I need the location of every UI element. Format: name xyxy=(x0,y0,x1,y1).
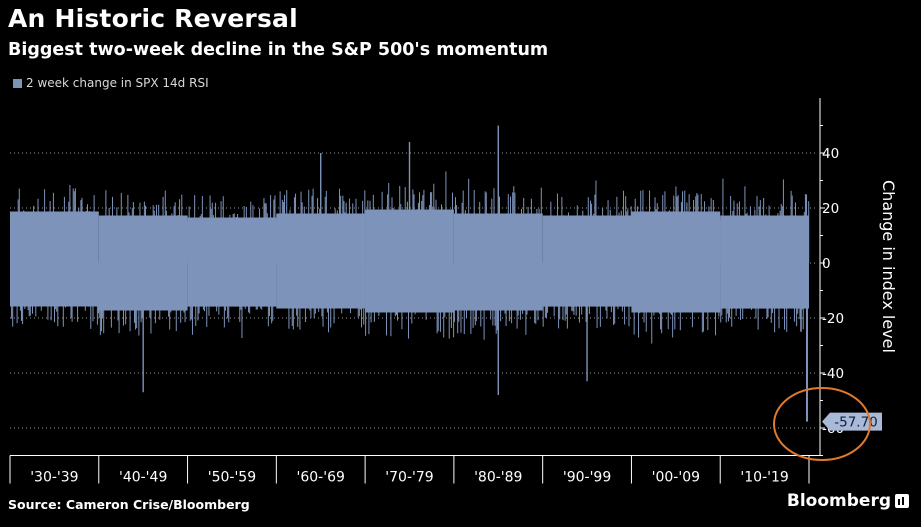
legend: 2 week change in SPX 14d RSI xyxy=(13,76,209,90)
x-tick-label: '50-'59 xyxy=(208,470,256,486)
last-value-label: -57.70 xyxy=(834,415,878,431)
chart-title: An Historic Reversal xyxy=(8,4,298,33)
bar-band xyxy=(631,211,721,313)
last-value-tag xyxy=(822,412,882,431)
bloomberg-terminal-icon xyxy=(895,494,909,508)
legend-label: 2 week change in SPX 14d RSI xyxy=(26,76,209,90)
x-tick-label: '10-'19 xyxy=(740,470,788,486)
y-tick-label: 40 xyxy=(822,146,839,162)
bloomberg-logo: Bloomberg xyxy=(787,491,909,511)
bar-band xyxy=(187,217,277,307)
x-tick-label: '80-'89 xyxy=(474,470,522,486)
brand-name: Bloomberg xyxy=(786,491,891,511)
x-tick-label: '60-'69 xyxy=(297,470,345,486)
chart-subtitle: Biggest two-week decline in the S&P 500'… xyxy=(8,40,549,60)
bar-band xyxy=(720,215,809,309)
x-tick-label: '70-'79 xyxy=(385,470,433,486)
bar-series xyxy=(10,171,810,344)
bar-band xyxy=(10,211,99,307)
x-tick-label: '40-'49 xyxy=(119,470,167,486)
y-axis-title: Change in index level xyxy=(879,180,898,353)
highlight-circle xyxy=(773,387,871,461)
y-tick-label: -40 xyxy=(822,366,844,382)
x-tick-label: '00-'09 xyxy=(652,470,700,486)
source-note: Source: Cameron Crise/Bloomberg xyxy=(8,497,250,512)
x-tick-label: '90-'99 xyxy=(563,470,611,486)
y-tick-label: 0 xyxy=(822,256,831,272)
y-tick-label: 20 xyxy=(822,201,839,217)
legend-swatch xyxy=(13,78,22,88)
x-tick-label: '30-'39 xyxy=(30,470,78,486)
y-tick-label: -20 xyxy=(822,311,844,327)
